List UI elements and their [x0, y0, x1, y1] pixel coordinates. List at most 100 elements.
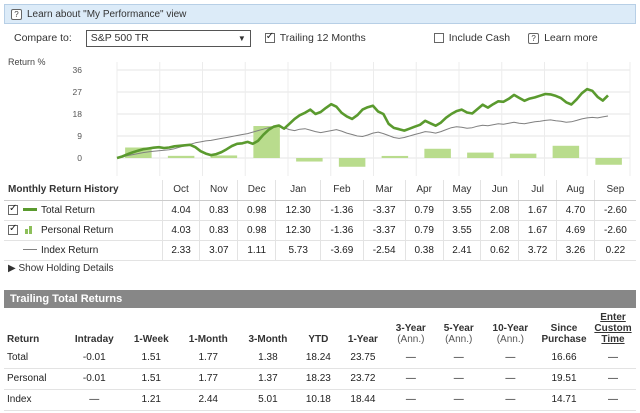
trailing-value: 19.51	[538, 368, 590, 390]
trailing-value: —	[434, 389, 483, 411]
monthly-value: 2.08	[480, 200, 519, 221]
month-header: Oct	[161, 180, 200, 201]
monthly-value: -3.37	[362, 200, 406, 221]
series-checkbox[interactable]	[8, 203, 18, 215]
monthly-value: 4.03	[161, 220, 200, 241]
month-header: Jan	[275, 180, 321, 201]
trailing-value: -0.01	[64, 368, 125, 390]
monthly-value: 3.26	[556, 240, 595, 261]
compare-label: Compare to:	[14, 32, 72, 44]
return-bar[interactable]	[338, 158, 366, 167]
monthly-value: 3.55	[442, 200, 481, 221]
return-bar[interactable]	[424, 148, 451, 158]
trailing-header: Trailing Total Returns	[4, 290, 636, 308]
trailing-column-header: 1-Week	[124, 312, 178, 347]
trailing-value: 5.01	[238, 389, 298, 411]
return-bar[interactable]	[167, 155, 195, 158]
y-tick-label: 27	[73, 87, 83, 97]
trailing-label: Trailing 12 Months	[279, 32, 366, 44]
table-row: Total -0.01 1.51 1.77 1.38 18.24 23.75— — —16.66…	[4, 347, 636, 369]
trailing-value: —	[482, 389, 538, 411]
return-bar[interactable]	[210, 155, 238, 158]
trailing-column-header: 1-Month	[178, 312, 238, 347]
trailing-row-label: Total	[4, 347, 65, 369]
monthly-title: Monthly Return History	[4, 180, 163, 201]
show-holding-details[interactable]: ▶ Show Holding Details	[8, 263, 114, 274]
trailing-value: 16.66	[538, 347, 590, 369]
learn-more-label[interactable]: Learn more	[544, 32, 598, 44]
header-label: 3-Month	[248, 334, 288, 345]
monthly-return-history: Monthly Return History Oct Nov Dec Jan Feb Ma…	[4, 180, 636, 261]
trailing-value: 1.37	[238, 368, 298, 390]
cash-checkbox[interactable]	[433, 33, 444, 43]
return-bar[interactable]	[381, 155, 409, 158]
trailing-value: 1.77	[178, 347, 239, 369]
series-label: Personal Return	[41, 224, 114, 236]
trailing-value: 14.71	[538, 389, 590, 411]
total-return-line[interactable]	[116, 87, 609, 160]
trailing-value: 1.21	[124, 389, 179, 411]
monthly-value: 1.11	[237, 240, 276, 261]
trailing-row-label: Personal	[4, 368, 65, 390]
trailing-column-header: 3-Year (Ann.)	[387, 312, 435, 347]
month-header: Nov	[199, 180, 238, 201]
trailing-value: 18.24	[297, 347, 339, 369]
table-row: Index —1.21 2.44 5.01 10.18 18.44— — —14.71—	[4, 389, 636, 411]
month-header: Feb	[320, 180, 364, 201]
series-label: Index Return	[41, 244, 99, 256]
trailing-value: —	[386, 347, 435, 369]
monthly-value: 4.70	[556, 200, 595, 221]
legend-swatch-icon	[23, 249, 37, 251]
monthly-value: 5.73	[275, 240, 321, 261]
learn-banner[interactable]: ? Learn about "My Performance" view	[4, 4, 636, 24]
monthly-value: -1.36	[320, 220, 364, 241]
trailing-column-header: 3-Month	[238, 312, 298, 347]
trailing-column-header[interactable]: Enter Custom Time	[590, 312, 636, 347]
monthly-value: -2.54	[362, 240, 406, 261]
return-bar[interactable]	[509, 153, 537, 158]
monthly-value: 3.07	[199, 240, 238, 261]
header-label: Enter Custom Time	[594, 312, 632, 345]
trailing-toggle[interactable]: Trailing 12 Months	[264, 31, 366, 44]
trailing-value: 1.51	[124, 347, 179, 369]
header-label: 10-Year	[492, 323, 529, 334]
return-bar[interactable]	[595, 158, 622, 165]
header-annualized: (Ann.)	[496, 334, 524, 345]
trailing-value: 1.38	[238, 347, 298, 369]
return-bar[interactable]	[296, 158, 323, 162]
monthly-value: 1.67	[518, 200, 557, 221]
trailing-column-header: 10-Year (Ann.)	[483, 312, 538, 347]
compare-select[interactable]: S&P 500 TR ▼	[85, 29, 251, 47]
monthly-value: 0.98	[237, 200, 276, 221]
table-row: Total Return 4.040.830.9812.30-1.36-3.370…	[4, 200, 636, 221]
show-holding-label: Show Holding Details	[18, 263, 114, 274]
y-tick-label: 0	[77, 153, 82, 163]
return-bar[interactable]	[552, 145, 580, 158]
monthly-value: 2.41	[442, 240, 481, 261]
return-bar[interactable]	[467, 152, 494, 158]
row-label-cell: Total Return	[4, 200, 163, 221]
series-checkbox[interactable]	[8, 223, 18, 235]
monthly-value: 2.08	[480, 220, 519, 241]
header-label: Since Purchase	[541, 323, 587, 345]
index-return-line[interactable]	[116, 115, 609, 159]
trailing-column-header: Intraday	[64, 312, 124, 347]
banner-text[interactable]: Learn about "My Performance" view	[27, 8, 187, 20]
month-header: Aug	[556, 180, 595, 201]
row-label-cell: Index Return	[4, 240, 163, 261]
return-bar[interactable]	[125, 147, 152, 158]
trailing-value: 18.44	[338, 389, 387, 411]
trailing-value: 1.51	[124, 368, 179, 390]
trailing-row-label: Index	[4, 389, 65, 411]
header-label: Intraday	[74, 334, 114, 345]
cash-toggle[interactable]: Include Cash	[433, 32, 510, 44]
monthly-value: 0.98	[237, 220, 276, 241]
monthly-value: -3.69	[320, 240, 364, 261]
trailing-checkbox[interactable]	[264, 31, 275, 43]
month-header: Apr	[404, 180, 444, 201]
trailing-value: -0.01	[64, 347, 125, 369]
learn-more-link[interactable]: ? Learn more	[528, 32, 598, 44]
trailing-value: —	[482, 368, 538, 390]
trailing-title: Trailing Total Returns	[10, 293, 123, 305]
monthly-value: -3.37	[362, 220, 406, 241]
